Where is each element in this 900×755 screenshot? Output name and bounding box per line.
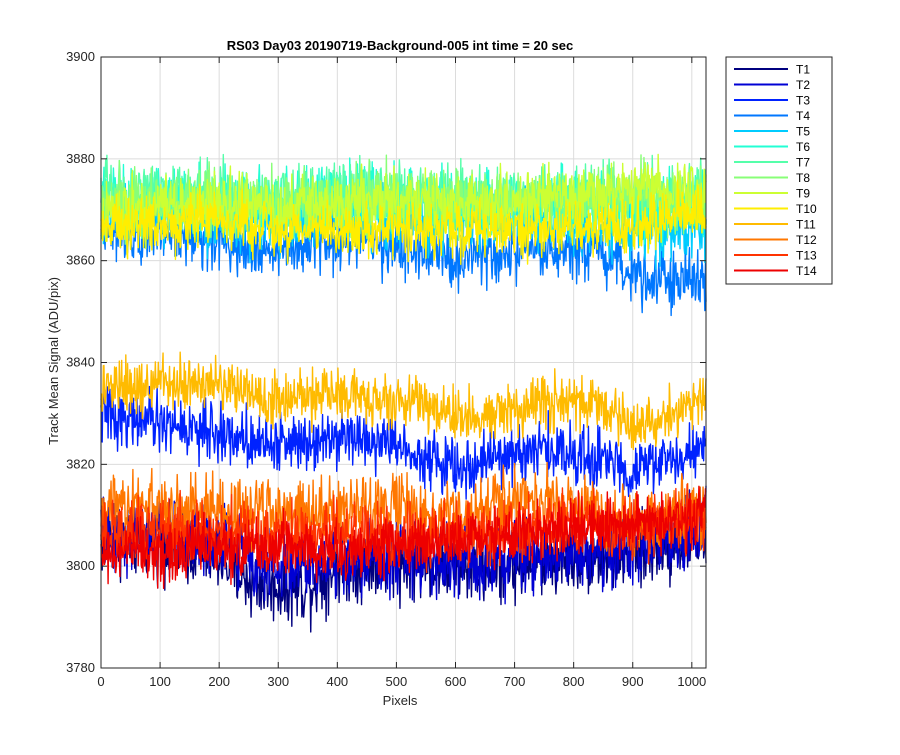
series-line-t14 xyxy=(100,485,707,590)
x-tick-label: 0 xyxy=(97,674,104,689)
legend-label-t8: T8 xyxy=(796,171,810,185)
legend-label-t5: T5 xyxy=(796,125,810,139)
legend-label-t12: T12 xyxy=(796,233,817,247)
y-tick-label: 3840 xyxy=(66,355,95,370)
legend-label-t6: T6 xyxy=(796,140,810,154)
series-lines xyxy=(100,153,707,633)
series-line-t3 xyxy=(100,385,707,500)
x-axis-label: Pixels xyxy=(383,693,418,708)
legend-label-t14: T14 xyxy=(796,264,817,278)
x-tick-label: 700 xyxy=(504,674,526,689)
legend-label-t10: T10 xyxy=(796,202,817,216)
legend-label-t3: T3 xyxy=(796,94,810,108)
series-line-t10 xyxy=(100,179,707,266)
legend-label-t1: T1 xyxy=(796,63,810,77)
legend-box xyxy=(725,56,833,285)
series-line-t4 xyxy=(100,187,707,317)
legend-label-t4: T4 xyxy=(796,109,810,123)
y-tick-label: 3800 xyxy=(66,558,95,573)
x-tick-label: 800 xyxy=(563,674,585,689)
y-axis-label: Track Mean Signal (ADU/pix) xyxy=(46,277,61,445)
legend-label-t7: T7 xyxy=(796,156,810,170)
x-tick-label: 500 xyxy=(386,674,408,689)
legend-label-t2: T2 xyxy=(796,78,810,92)
x-tick-label: 100 xyxy=(149,674,171,689)
x-tick-label: 900 xyxy=(622,674,644,689)
y-tick-label: 3820 xyxy=(66,456,95,471)
series-line-t11 xyxy=(100,351,707,451)
axis-ticks: 0 100 200 300 400 500 600 700 800 900 1000 3780 3800… xyxy=(66,49,706,689)
y-tick-label: 3900 xyxy=(66,49,95,64)
legend-label-t13: T13 xyxy=(796,249,817,263)
x-tick-label: 400 xyxy=(326,674,348,689)
y-tick-label: 3880 xyxy=(66,151,95,166)
x-tick-label: 1000 xyxy=(677,674,706,689)
y-tick-label: 3780 xyxy=(66,660,95,675)
x-tick-label: 200 xyxy=(208,674,230,689)
x-tick-label: 600 xyxy=(445,674,467,689)
legend-label-t11: T11 xyxy=(796,218,816,232)
y-tick-label: 3860 xyxy=(66,253,95,268)
legend-label-t9: T9 xyxy=(796,187,810,201)
x-tick-label: 300 xyxy=(267,674,289,689)
chart-title: RS03 Day03 20190719-Background-005 int t… xyxy=(227,38,574,53)
